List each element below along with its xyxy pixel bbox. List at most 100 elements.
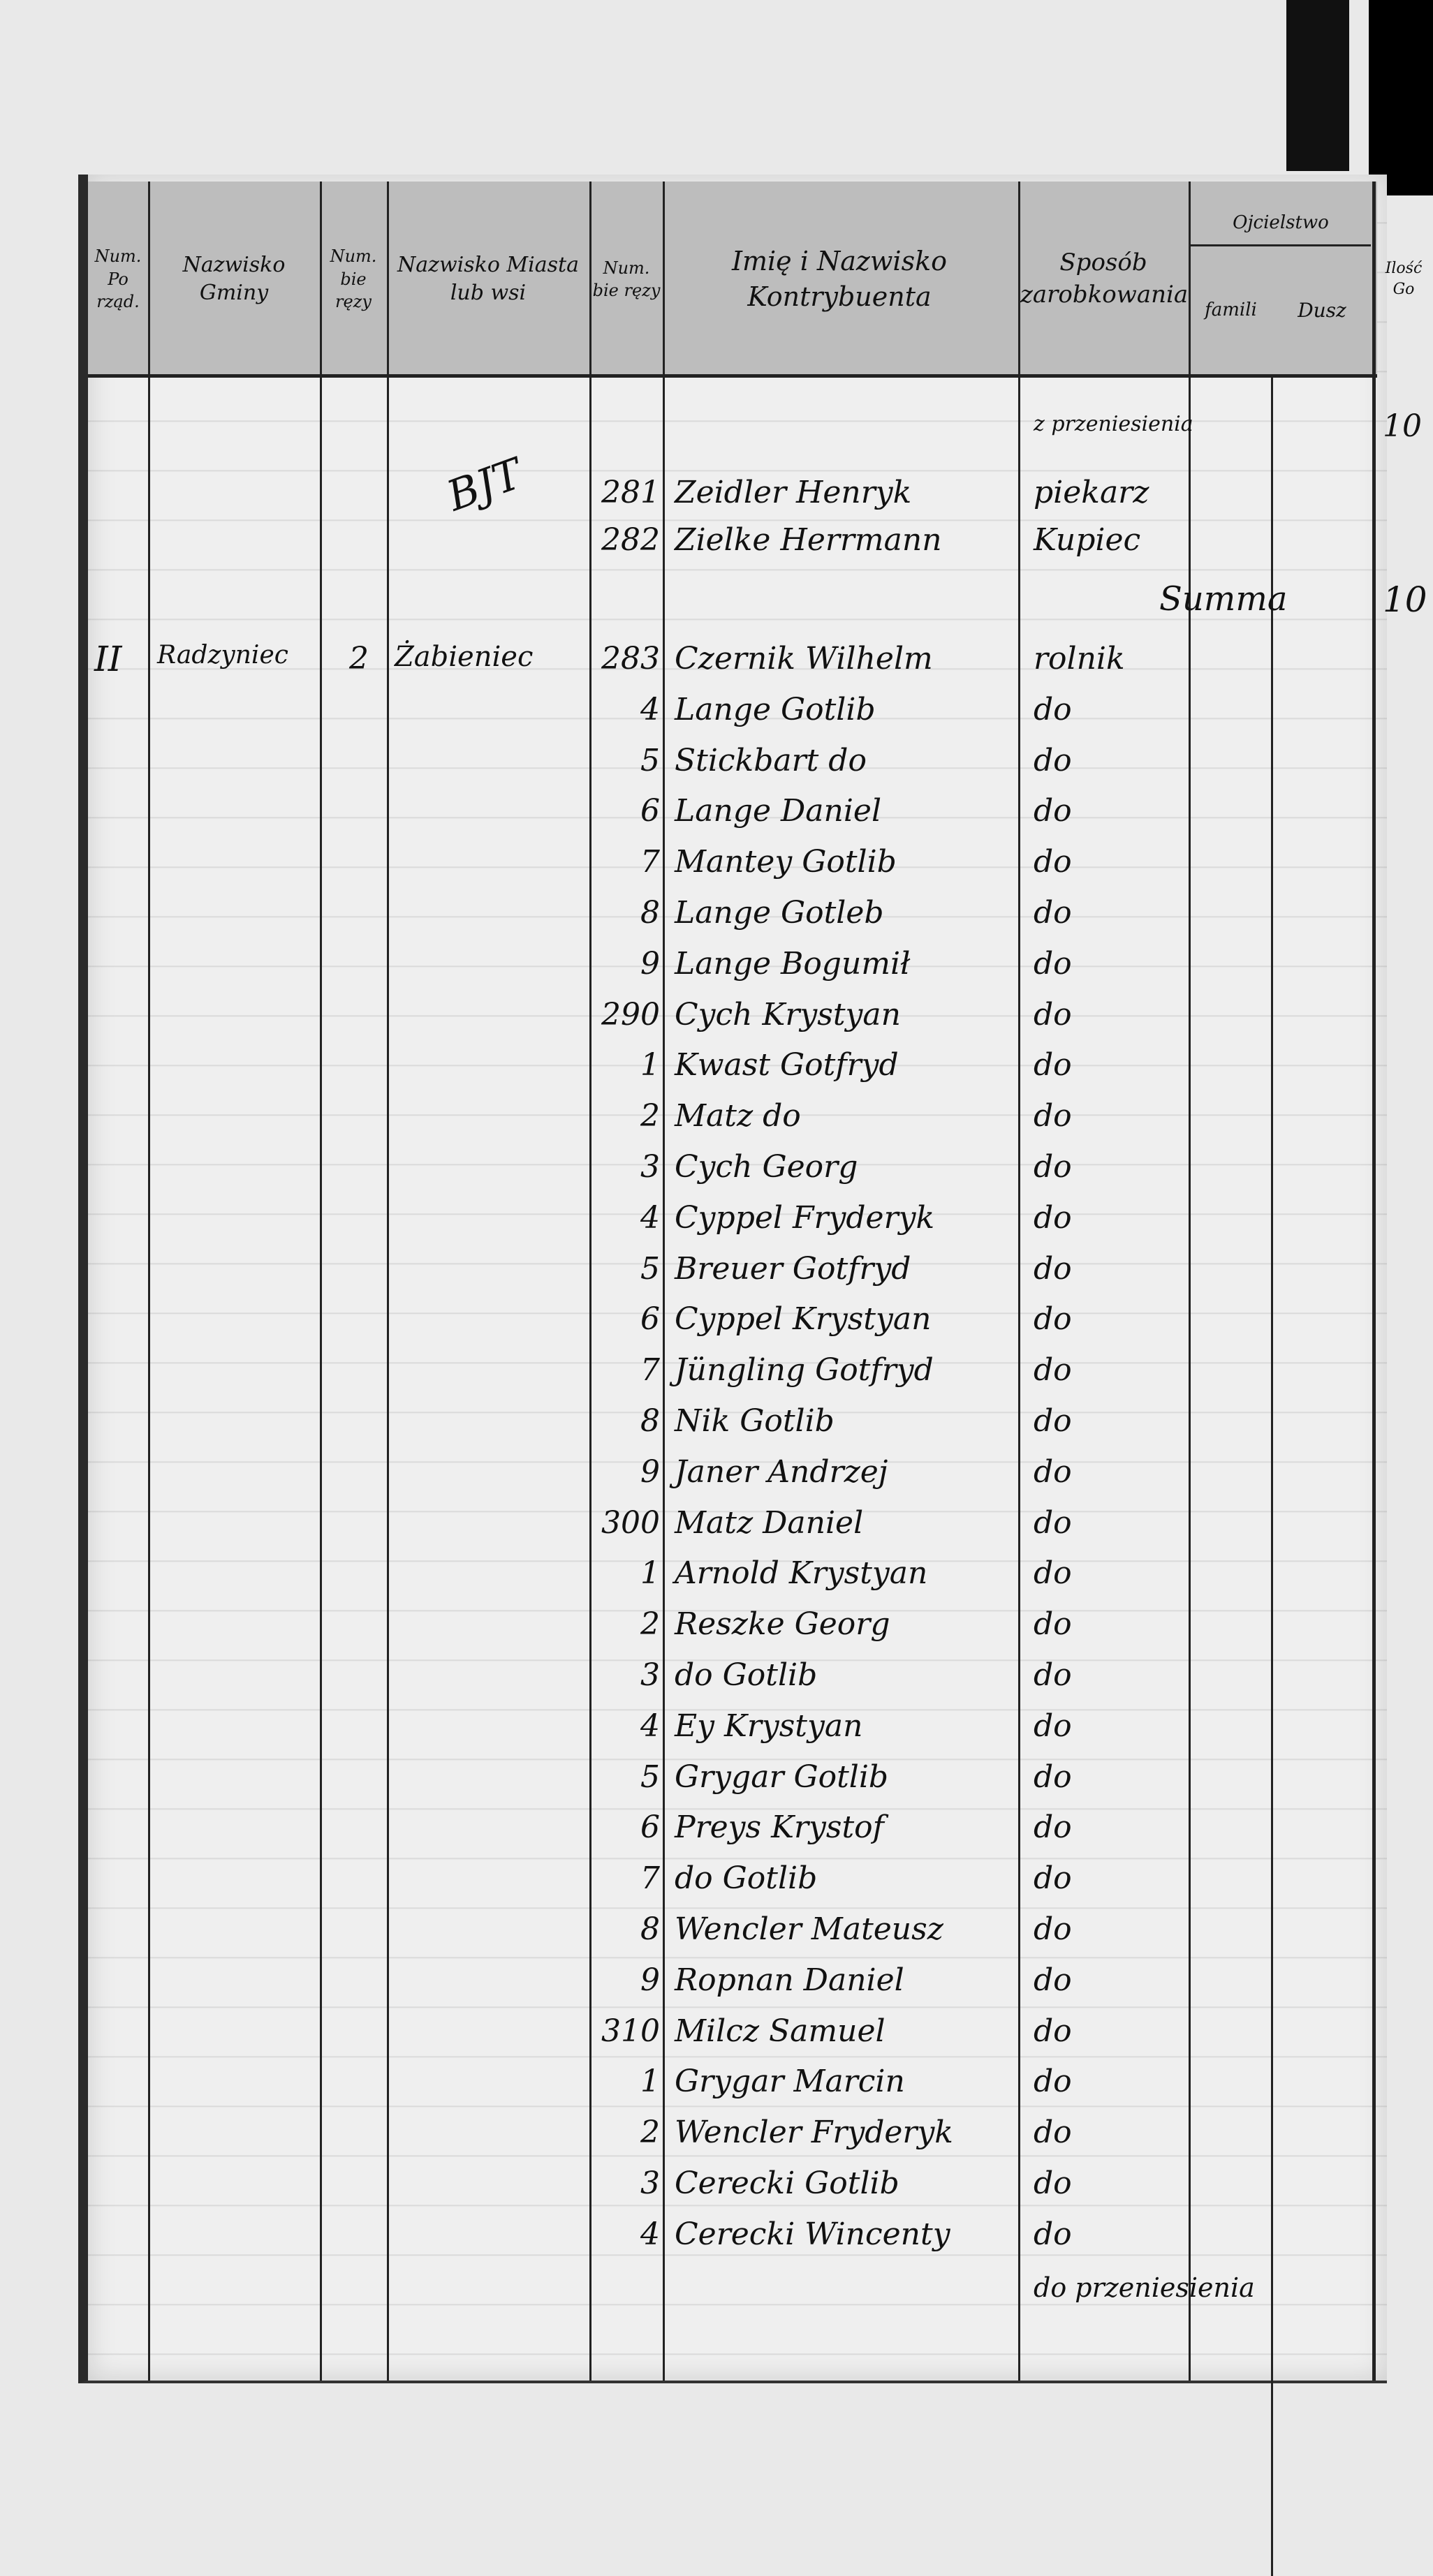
entry-occupation: do [1034,691,1072,727]
entry-occupation: do [1034,1555,1072,1592]
entry-name: Czernik Wilhelm [675,641,933,676]
entry-number: 3 [640,1149,660,1185]
entry-occupation: do [1034,2115,1072,2151]
entry-occupation: do [1034,1657,1072,1693]
entry-number: 6 [640,1809,660,1846]
entry-occupation: do [1034,1809,1072,1846]
entry-name: do Gotlib [675,1860,818,1897]
table-row: 310 Milcz Samuel do [0,2013,1433,2062]
header-name: Imię i Nazwisko Kontrybuenta [731,245,947,312]
entry-number: 1 [640,1555,660,1592]
entry-name: Janer Andrzej [675,1453,888,1490]
column-divider [1018,182,1020,2381]
entry-number: 3 [640,1657,660,1693]
entry-number: 4 [640,1708,660,1744]
entry-name: Cyppel Krystyan [675,1301,932,1338]
entry-name: Cerecki Wincenty [675,2216,950,2252]
entry-name: Preys Krystof [675,1809,884,1846]
entry-occupation: do [1034,996,1072,1032]
table-row: 2 Wencler Fryderyk do [0,2115,1433,2163]
entry-occupation: do [1034,2166,1072,2201]
entry-name: Lange Gotlib [675,691,876,727]
entry-name: Milcz Samuel [675,2013,885,2049]
entry-name: Lange Gotleb [675,895,884,931]
entry-number: 8 [640,895,660,931]
entry-name: Jüngling Gotfryd [675,1352,934,1389]
table-row: 9 Ropnan Daniel do [0,1962,1433,2011]
entry-occupation: do [1034,1759,1072,1795]
entry-number: 4 [640,691,660,727]
entry-occupation: do [1034,1149,1072,1185]
header-families: famili [1205,299,1257,321]
entry-occupation: do [1034,1403,1072,1439]
entry-name: Zielke Herrmann [675,522,942,558]
entry-number: 5 [640,1759,660,1795]
table-row: 4 Lange Gotlib do [0,692,1433,741]
table-row: 6 Cyppel Krystyan do [0,1301,1433,1350]
table-row: 300 Matz Daniel do [0,1505,1433,1554]
section-town: Żabieniec [395,641,534,673]
entry-number: 8 [640,1403,660,1439]
table-row: 8 Nik Gotlib do [0,1403,1433,1452]
entry-occupation: do [1034,793,1072,829]
table-row: 282 Zielke Herrmann Kupiec [0,522,1433,571]
header-group: Ojcielstwo [1191,202,1371,246]
table-row: 3 do Gotlib do [0,1657,1433,1706]
summa-label: Summa [1159,579,1288,619]
table-row: 6 Lange Daniel do [0,793,1433,842]
entry-occupation: do [1034,1453,1072,1490]
entry-occupation: Kupiec [1034,522,1141,558]
entry-number: 5 [640,742,660,778]
entry-number: 5 [640,1250,660,1287]
header-number-1: Num. bie ręzy [330,246,377,312]
entry-number: 9 [640,945,660,982]
header-order: Num. Po rząd. [94,246,142,312]
table-row: 290 Cych Krystyan do [0,997,1433,1046]
header-last: Ilość Go [1385,260,1423,298]
entry-occupation: do [1034,1708,1072,1744]
table-row: 7 Jüngling Gotfryd do [0,1352,1433,1401]
entry-name: Cych Georg [675,1149,858,1185]
column-divider [148,182,150,2381]
entry-name: Matz do [675,1098,801,1134]
entry-occupation: do [1034,1250,1072,1287]
entry-number: 282 [601,522,660,558]
carry-note: z przeniesienia [1034,412,1193,436]
entry-name: Breuer Gotfryd [675,1250,911,1287]
column-divider [663,182,665,2381]
entry-number: 283 [601,641,660,676]
table-row: 5 Grygar Gotlib do [0,1759,1433,1808]
entry-name: Stickbart do [675,742,867,778]
entry-number: 2 [640,1606,660,1643]
entry-occupation: do [1034,2216,1072,2252]
table-row: 4 Ey Krystyan do [0,1708,1433,1757]
table-row: 1 Arnold Krystyan do [0,1555,1433,1604]
entry-name: Ropnan Daniel [675,1962,904,1998]
entry-occupation: do [1034,2064,1072,2100]
table-row: 3 Cerecki Gotlib do [0,2166,1433,2214]
entry-number: 9 [640,1453,660,1490]
entry-number: 7 [640,844,660,880]
entry-name: Lange Bogumił [675,945,911,982]
entry-number: 7 [640,1352,660,1389]
entry-occupation: do [1034,844,1072,880]
entry-occupation: do [1034,1047,1072,1083]
summa-value: 10 [1383,579,1427,620]
header-occupation: Sposób zarobkowania [1020,249,1189,309]
table-row: 1 Kwast Gotfryd do [0,1047,1433,1096]
entry-name: Nik Gotlib [675,1403,835,1439]
entry-number: 9 [640,1962,660,1998]
header-souls: Dusz [1298,299,1346,323]
entry-number: 1 [640,2064,660,2100]
entry-number: 8 [640,1911,660,1947]
entry-number: 281 [601,475,660,510]
entry-name: Lange Daniel [675,793,882,829]
entry-occupation: do [1034,742,1072,778]
entry-name: Grygar Marcin [675,2064,905,2100]
table-row: 5 Stickbart do do [0,743,1433,792]
header-commune: Nazwisko Gminy [182,252,286,306]
scan-edge-shadow [1369,0,1433,195]
table-row: 7 Mantey Gotlib do [0,844,1433,893]
table-row: 9 Lange Bogumił do [0,946,1433,995]
entry-occupation: do [1034,1098,1072,1134]
